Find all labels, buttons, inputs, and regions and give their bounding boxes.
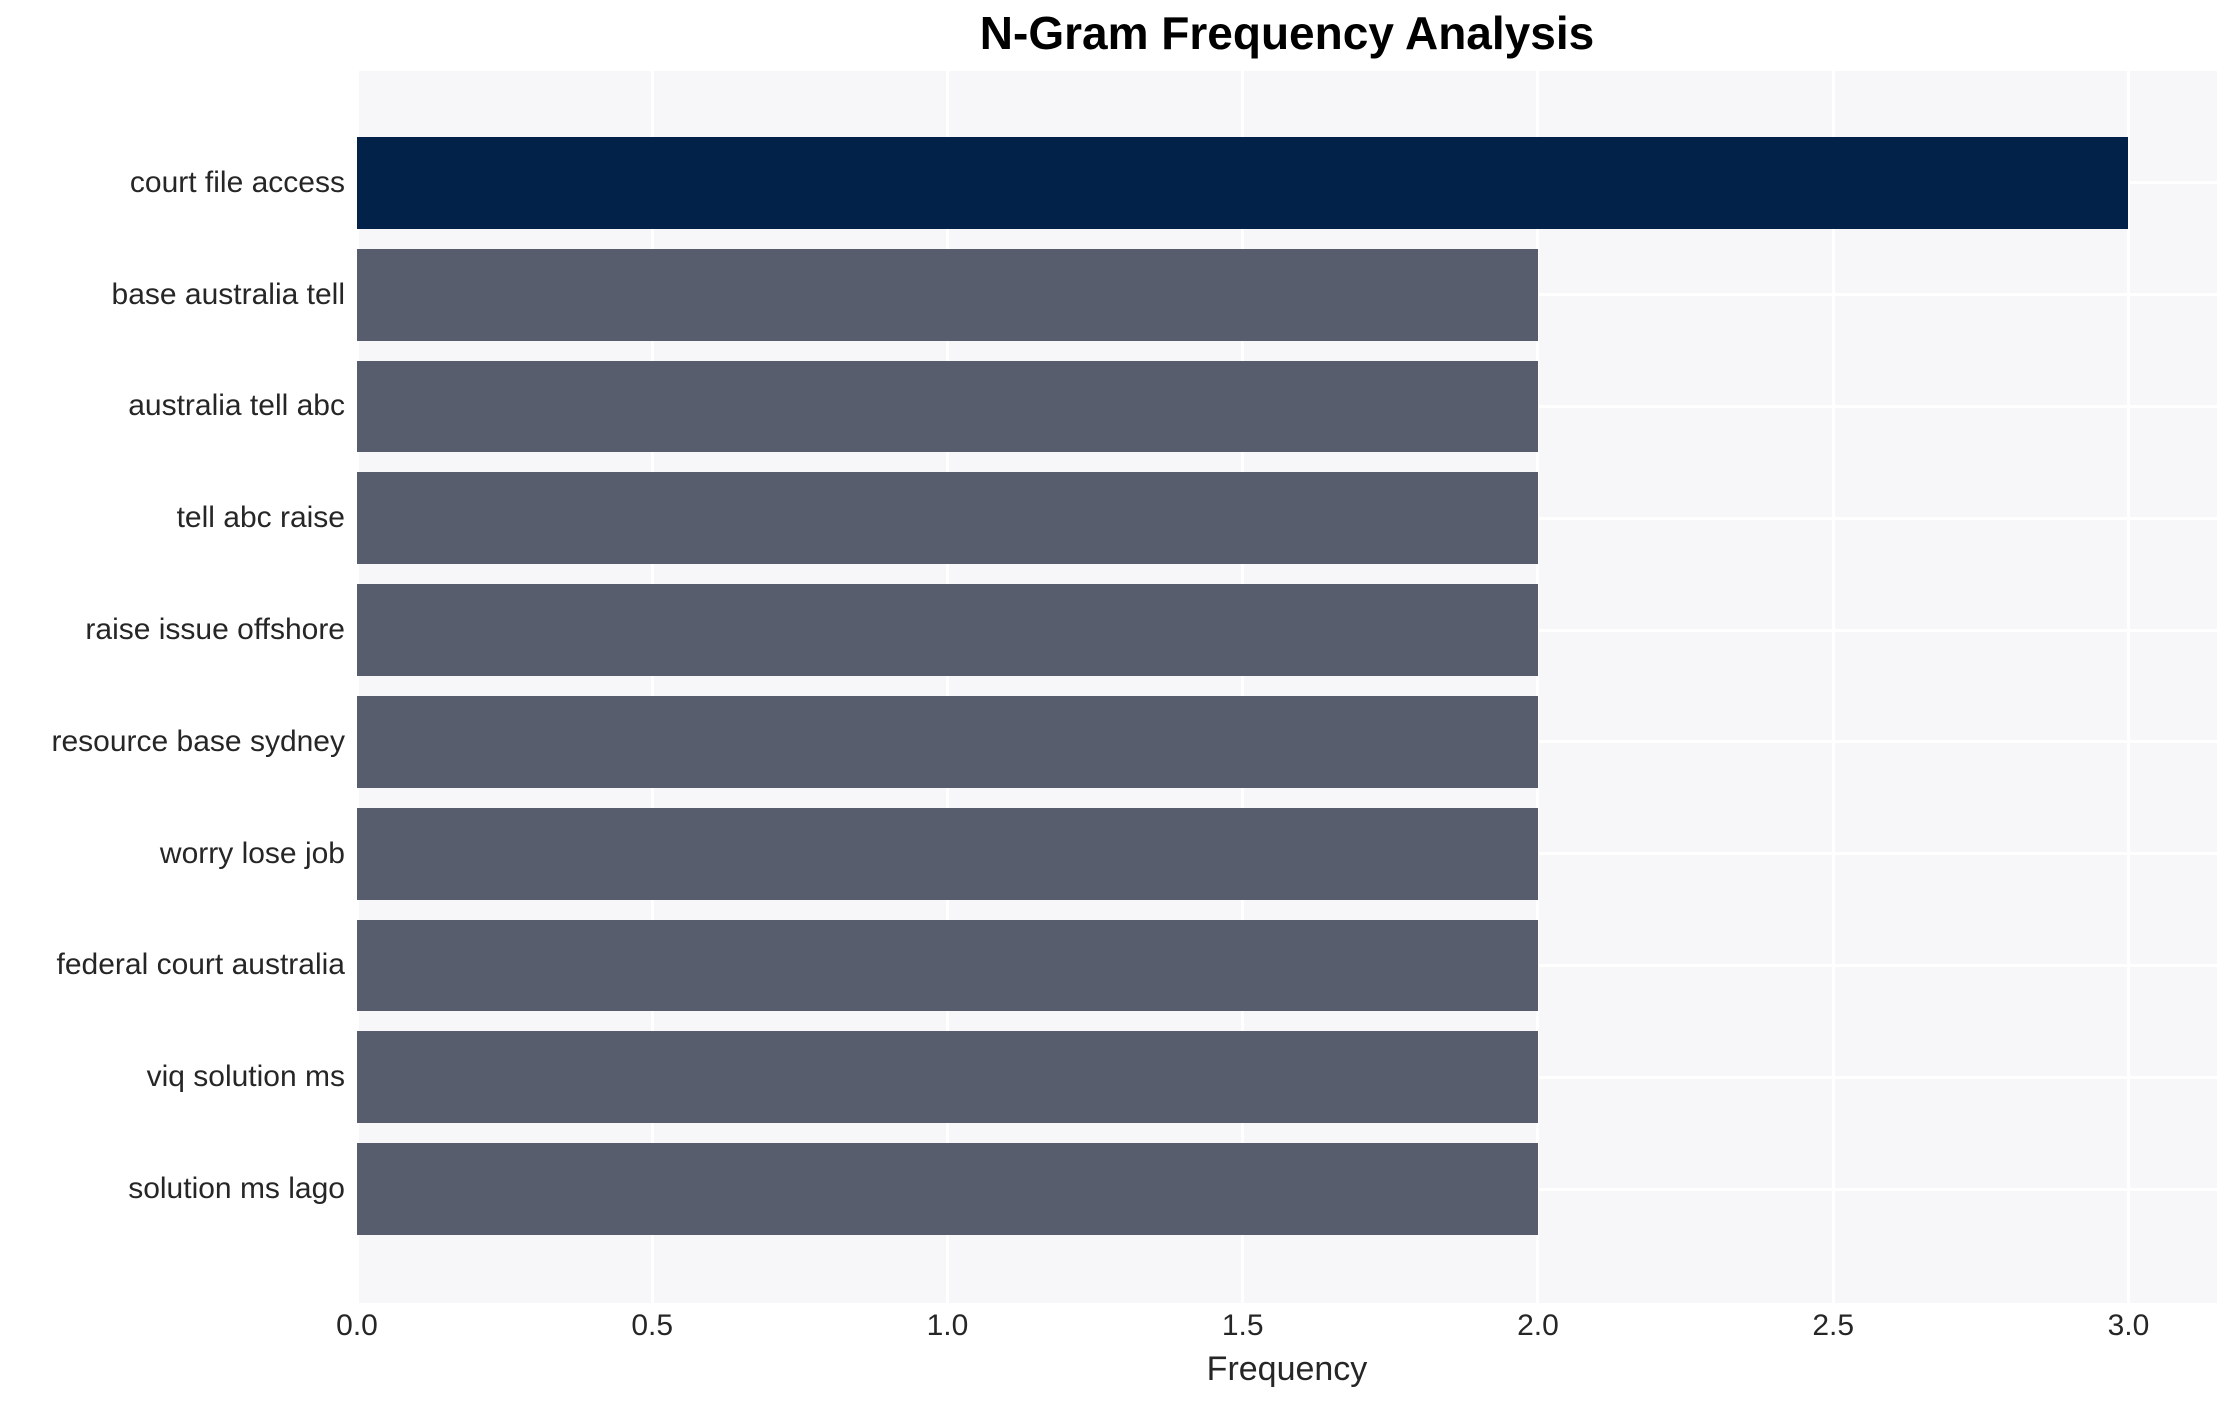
bar-resource-base-sydney bbox=[357, 696, 1538, 788]
bar-viq-solution-ms bbox=[357, 1031, 1538, 1124]
y-label-row: tell abc raise bbox=[0, 462, 357, 574]
y-label-row: worry lose job bbox=[0, 798, 357, 910]
y-tick-label: worry lose job bbox=[159, 836, 345, 870]
plot-area bbox=[355, 71, 2217, 1303]
x-tick-label: 3.0 bbox=[2107, 1309, 2150, 1342]
y-label-row: australia tell abc bbox=[0, 351, 357, 463]
bar-rows bbox=[357, 127, 2217, 1245]
bar-federal-court-australia bbox=[357, 919, 1538, 1012]
y-label-row: viq solution ms bbox=[0, 1021, 357, 1133]
bar-row bbox=[357, 127, 2217, 239]
y-label-row: resource base sydney bbox=[0, 686, 357, 798]
x-axis-label: Frequency bbox=[1206, 1350, 1368, 1388]
vertical-gridline bbox=[1241, 71, 1245, 1303]
bar-court-file-access bbox=[357, 137, 2129, 229]
vertical-gridline bbox=[1536, 71, 1540, 1303]
vertical-gridline bbox=[1831, 71, 1835, 1303]
vertical-gridline bbox=[355, 71, 359, 1303]
x-tick-label: 0.0 bbox=[336, 1309, 378, 1342]
vertical-gridline bbox=[945, 71, 949, 1303]
bar-australia-tell-abc bbox=[357, 360, 1538, 453]
bar-row bbox=[357, 798, 2217, 910]
y-label-row: court file access bbox=[0, 127, 357, 239]
bar-raise-issue-offshore bbox=[357, 584, 1538, 676]
bar-row bbox=[357, 574, 2217, 686]
bar-row bbox=[357, 1133, 2217, 1245]
bar-row bbox=[357, 1021, 2217, 1133]
y-tick-label: australia tell abc bbox=[128, 389, 345, 423]
y-tick-label: federal court australia bbox=[56, 948, 346, 982]
x-tick-label: 0.5 bbox=[631, 1309, 674, 1342]
bar-base-australia-tell bbox=[357, 248, 1538, 341]
y-tick-label: base australia tell bbox=[111, 277, 345, 311]
bar-row bbox=[357, 239, 2217, 351]
y-tick-label: solution ms lago bbox=[128, 1172, 345, 1206]
vertical-gridline bbox=[650, 71, 654, 1303]
y-axis-labels: court file access base australia tell aust… bbox=[0, 127, 357, 1245]
y-tick-label: court file access bbox=[129, 165, 345, 199]
bar-row bbox=[357, 910, 2217, 1022]
bar-solution-ms-lago bbox=[357, 1143, 1538, 1235]
chart-title: N-Gram Frequency Analysis bbox=[979, 7, 1595, 59]
bar-row bbox=[357, 462, 2217, 574]
y-label-row: solution ms lago bbox=[0, 1133, 357, 1245]
bar-row bbox=[357, 686, 2217, 798]
x-tick-label: 1.0 bbox=[926, 1309, 969, 1342]
x-axis: 0.0 0.5 1.0 1.5 2.0 2.5 3.0 bbox=[336, 1309, 2217, 1349]
chart-body: court file access base australia tell aust… bbox=[0, 71, 2217, 1303]
x-tick-label: 2.5 bbox=[1812, 1309, 1855, 1342]
bar-worry-lose-job bbox=[357, 807, 1538, 900]
y-tick-label: viq solution ms bbox=[146, 1060, 345, 1094]
x-tick-label: 2.0 bbox=[1517, 1309, 1559, 1342]
bar-tell-abc-raise bbox=[357, 472, 1538, 565]
y-tick-label: resource base sydney bbox=[51, 724, 346, 758]
vertical-gridline bbox=[2126, 71, 2130, 1303]
x-tick-label: 1.5 bbox=[1221, 1309, 1264, 1342]
y-label-row: raise issue offshore bbox=[0, 574, 357, 686]
y-label-row: federal court australia bbox=[0, 910, 357, 1022]
y-axis: court file access base australia tell aust… bbox=[0, 71, 357, 1303]
y-tick-label: tell abc raise bbox=[176, 501, 345, 535]
bar-row bbox=[357, 351, 2217, 463]
y-label-row: base australia tell bbox=[0, 239, 357, 351]
y-tick-label: raise issue offshore bbox=[85, 613, 345, 647]
